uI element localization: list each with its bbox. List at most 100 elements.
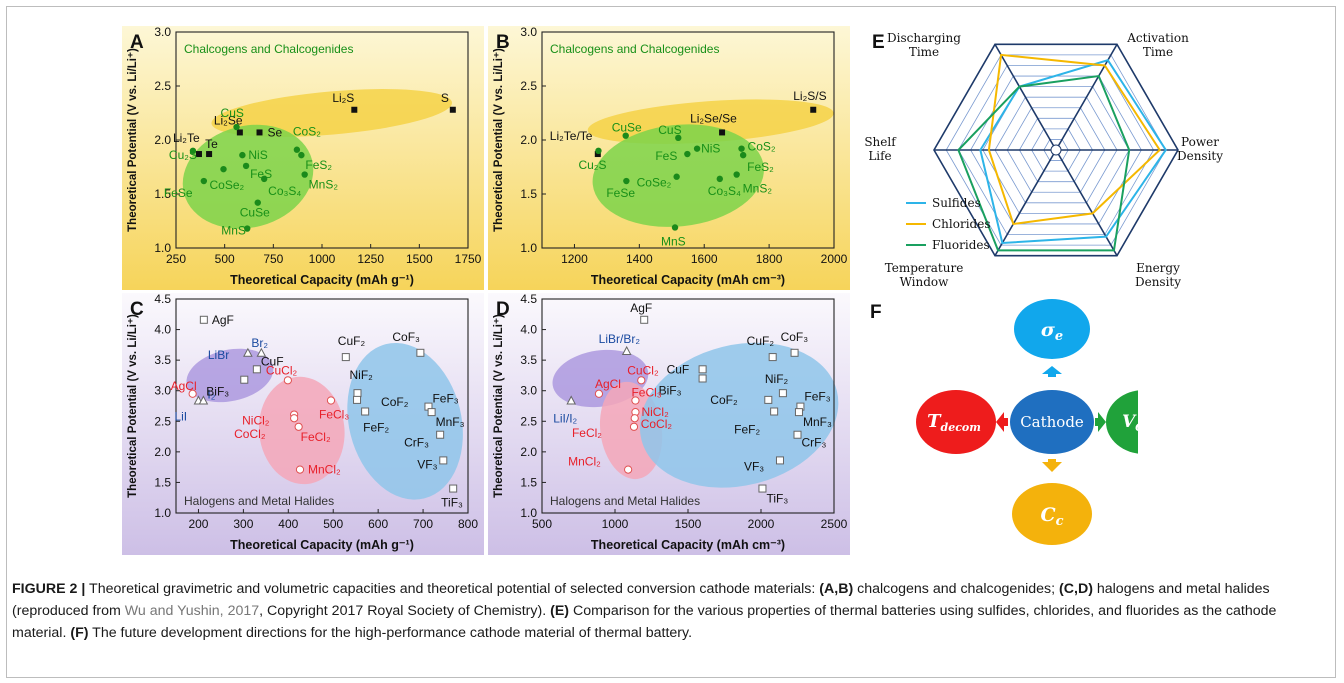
data-label: CoCl₂	[234, 427, 266, 441]
x-tick-label: 200	[188, 517, 208, 531]
radar-series-fluorides	[957, 74, 1131, 252]
chart-title: Halogens and Metal Halides	[550, 494, 700, 508]
data-point-green	[301, 171, 308, 178]
x-tick-label: 300	[233, 517, 253, 531]
y-tick-label: 3.0	[520, 384, 537, 398]
data-point-green	[622, 132, 629, 139]
data-point-green	[684, 150, 691, 158]
caption-bold-cd: (C,D)	[1059, 581, 1093, 597]
panel-c: 200 300 400 500 600 700 800 1.0 1.5 2.0 2.5 3.0 3.5 4…	[122, 293, 484, 555]
data-label: LiI/I₂	[553, 411, 577, 425]
data-label: AgF	[212, 313, 234, 327]
data-label: TiF₃	[766, 492, 788, 506]
data-label: Cu₂S	[578, 158, 606, 172]
data-point-square	[764, 395, 773, 404]
data-label: FeCl₃	[319, 407, 349, 421]
data-point-circle	[637, 376, 646, 385]
data-label: Co₃S₄	[708, 184, 741, 198]
data-label: FeCl₂	[301, 430, 331, 444]
radar-axis-label: Power	[1181, 135, 1219, 149]
x-tick-label: 1750	[455, 252, 482, 266]
data-point-square	[353, 395, 362, 404]
sigma-e-circle	[1014, 299, 1090, 359]
data-point-green	[716, 175, 723, 183]
data-label: Li₂Se/Se	[690, 111, 737, 125]
data-point-green	[200, 177, 208, 185]
y-tick-label: 2.0	[520, 133, 537, 147]
data-point-black	[594, 151, 601, 158]
data-label: AgCl	[595, 377, 621, 391]
data-label: VF₃	[417, 457, 437, 471]
x-axis-label: Theoretical Capacity (mAh g⁻¹)	[230, 273, 414, 287]
data-point-black	[256, 129, 263, 136]
data-point-triangle	[198, 395, 209, 405]
cc-circle	[1012, 483, 1092, 545]
caption-reference-link[interactable]: Wu and Yushin, 2017	[124, 603, 260, 619]
radar-axis-label: Window	[900, 275, 950, 289]
x-axis-label: Theoretical Capacity (mAh cm⁻³)	[591, 273, 785, 287]
data-point-circle	[294, 422, 303, 431]
radar-axis-label: Time	[1143, 45, 1173, 59]
data-point-triangle	[621, 345, 632, 355]
data-point-green	[595, 147, 602, 154]
radar-axis-label: Temperature	[885, 261, 964, 275]
radar-axis	[994, 149, 1057, 257]
data-label: S	[441, 91, 449, 105]
data-point-green	[733, 171, 740, 178]
data-label: CoSe₂	[637, 176, 672, 190]
x-tick-label: 1000	[602, 517, 629, 531]
arrow-up	[1042, 366, 1062, 377]
y-tick-label: 2.5	[520, 79, 537, 93]
data-label: BiF₃	[659, 383, 682, 397]
data-point-square	[778, 389, 787, 398]
data-point-circle	[631, 396, 640, 405]
data-point-black	[236, 129, 243, 136]
y-tick-label: 1.0	[520, 506, 537, 520]
data-label: CuSe	[240, 206, 270, 220]
cc-label: Cc	[1040, 504, 1063, 529]
y-tick-label: 4.5	[154, 293, 171, 306]
data-point-green	[233, 123, 240, 131]
x-tick-label: 1000	[309, 252, 336, 266]
x-tick-label: 1400	[626, 252, 653, 266]
data-point-circle	[188, 389, 197, 398]
data-label: CuS	[658, 123, 681, 137]
data-label: AgCl	[171, 379, 197, 393]
data-point-green	[293, 146, 301, 153]
data-point-square	[427, 408, 436, 417]
data-label: MnS₂	[743, 182, 773, 196]
data-label: NiCl₂	[641, 405, 669, 419]
data-point-circle	[630, 414, 639, 423]
data-label: NiS	[701, 142, 720, 156]
data-label: Br₂	[251, 336, 268, 350]
data-label: LiI	[174, 409, 187, 423]
caption-text-3: halogens and metal halides (reproduced f…	[12, 581, 1270, 619]
data-point-circle	[290, 414, 299, 423]
y-tick-label: 1.5	[520, 475, 537, 489]
data-label: CoSe₂	[209, 178, 244, 192]
radar-axis-label: Discharging	[887, 31, 961, 45]
data-label: CoCl₂	[641, 417, 673, 431]
y-tick-label: 1.0	[520, 241, 537, 255]
data-point-square	[640, 315, 649, 324]
legend-label: Fluorides	[932, 238, 990, 252]
data-label: LiBr	[208, 348, 229, 362]
data-point-square	[768, 353, 777, 362]
y-tick-label: 2.0	[154, 445, 171, 459]
data-label: CoS₂	[293, 125, 321, 139]
y-tick-label: 4.0	[154, 323, 171, 337]
y-tick-label: 2.0	[154, 133, 171, 147]
chart-c: 200 300 400 500 600 700 800 1.0 1.5 2.0 2.5 3.0 3.5 4…	[122, 293, 484, 555]
caption-text-4: , Copyright 2017 Royal Society of Chemis…	[259, 603, 551, 619]
data-label: Li₂Te/Te	[550, 129, 593, 143]
radar-axis-label: Shelf	[864, 135, 897, 149]
chart-a: 250 500 750 1000 1250 1500 1750 1.0 1.5 2.0 2.5 3.0…	[122, 26, 484, 290]
data-label: Li₂S	[332, 91, 354, 105]
tdecom-circle	[916, 390, 996, 454]
panel-a: 250 500 750 1000 1250 1500 1750 1.0 1.5 2.0 2.5 3.0…	[122, 26, 484, 290]
data-label: FeS	[655, 149, 677, 163]
cluster-region	[639, 342, 839, 488]
plot-frame	[175, 298, 469, 514]
panel-letter-a: A	[130, 32, 144, 53]
data-point-circle	[629, 422, 639, 431]
